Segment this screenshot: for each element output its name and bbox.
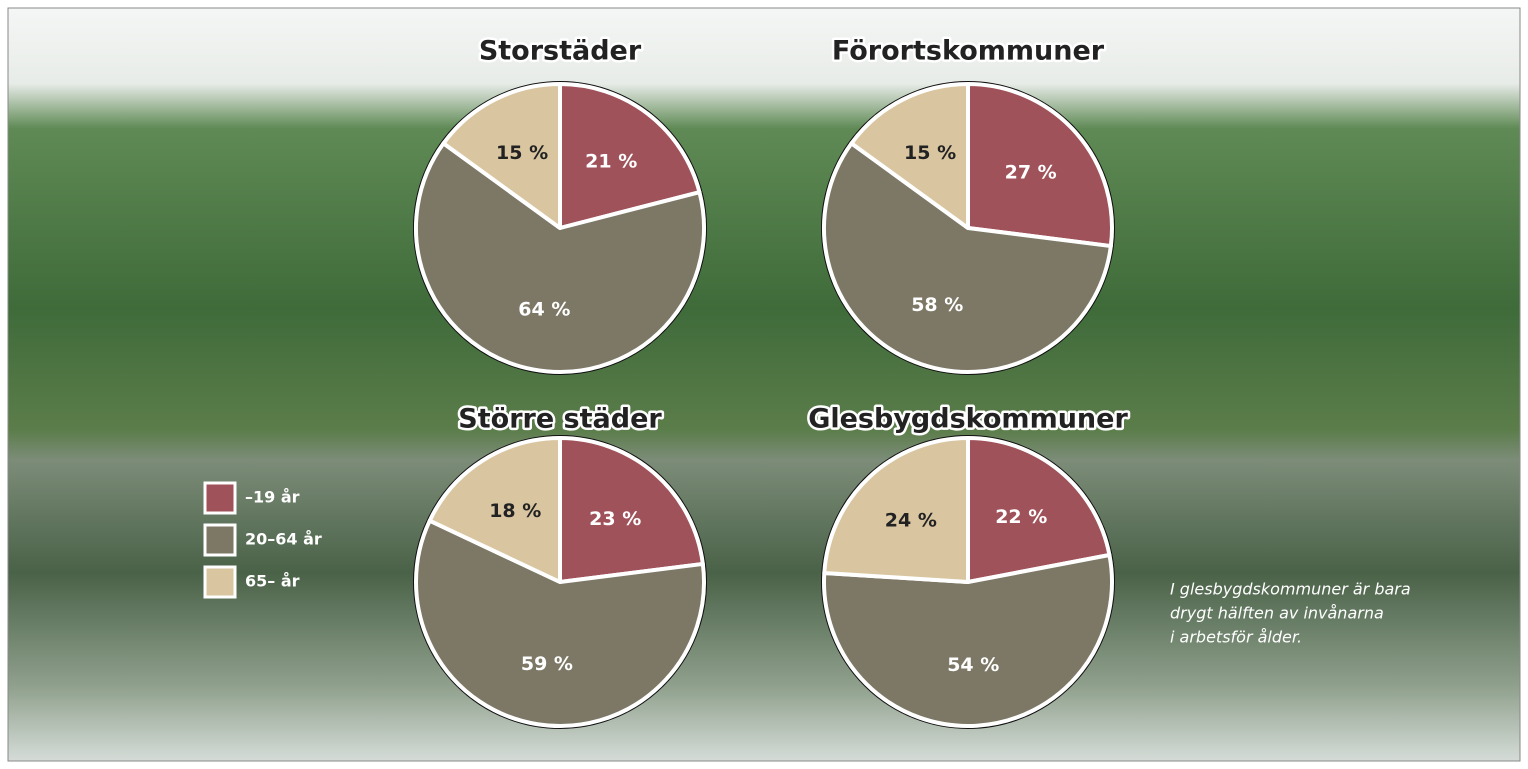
pie-slice bbox=[822, 553, 1114, 728]
pie-slice bbox=[822, 141, 1113, 375]
value-label: 18 % bbox=[489, 500, 541, 522]
legend-label: 20–64 år bbox=[245, 530, 322, 549]
value-label: 64 % bbox=[518, 299, 570, 321]
annotation-line: i arbetsför ålder. bbox=[1170, 628, 1302, 647]
pie-slice bbox=[966, 436, 1112, 584]
pie-slice bbox=[441, 82, 562, 230]
pie-title: Storstäder bbox=[479, 36, 642, 67]
annotation-line: I glesbygdskommuner är bara bbox=[1170, 580, 1411, 599]
value-label: 27 % bbox=[1005, 161, 1057, 183]
legend: –19 år 20–64 år 65– år bbox=[203, 481, 322, 599]
annotation: I glesbygdskommuner är bara drygt hälften… bbox=[1170, 580, 1411, 647]
legend-label: –19 år bbox=[245, 488, 300, 507]
background-photo bbox=[7, 7, 1521, 762]
legend-swatch bbox=[203, 565, 237, 599]
pie-title: Större städer bbox=[458, 404, 662, 435]
value-label: 54 % bbox=[947, 654, 999, 676]
legend-swatch bbox=[203, 481, 237, 515]
value-label: 21 % bbox=[585, 151, 637, 173]
pie-title: Glesbygdskommuner bbox=[808, 404, 1128, 435]
pie-slice bbox=[822, 436, 970, 584]
pie-slice bbox=[966, 82, 1114, 249]
legend-swatch bbox=[203, 523, 237, 557]
value-label: 15 % bbox=[496, 142, 548, 164]
value-label: 58 % bbox=[911, 294, 963, 316]
pie-slice bbox=[414, 141, 706, 374]
pie-slice bbox=[427, 436, 562, 584]
value-label: 23 % bbox=[589, 508, 641, 530]
annotation-line: drygt hälften av invånarna bbox=[1170, 604, 1384, 623]
value-label: 24 % bbox=[885, 510, 937, 532]
value-label: 59 % bbox=[521, 653, 573, 675]
value-label: 22 % bbox=[995, 506, 1047, 528]
legend-label: 65– år bbox=[245, 572, 300, 591]
pie-slice bbox=[414, 518, 706, 728]
pie-slice bbox=[558, 82, 702, 230]
pie-slice bbox=[558, 436, 705, 584]
value-label: 15 % bbox=[904, 142, 956, 164]
pie-slice bbox=[849, 82, 970, 230]
pie-title: Förortskommuner bbox=[832, 36, 1105, 67]
